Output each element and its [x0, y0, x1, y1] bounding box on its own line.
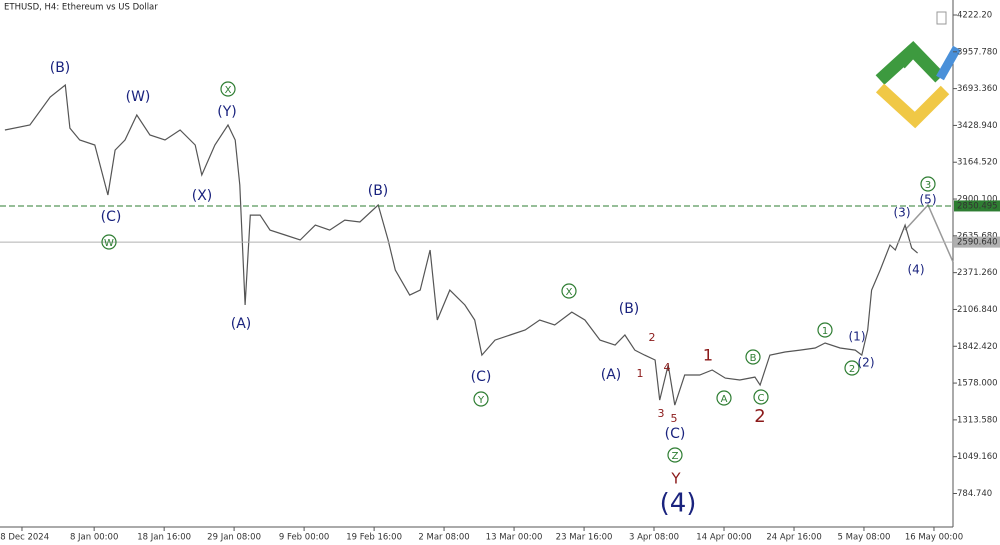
wave-label: Y [477, 395, 485, 406]
wave-label: 2 [649, 331, 656, 344]
wave-circle [753, 389, 769, 405]
y-tick-label: 3957.780 [957, 47, 998, 57]
wave-label: (B) [368, 183, 389, 199]
y-tick-label: 1313.580 [957, 415, 998, 425]
x-tick-label: 24 Apr 16:00 [766, 533, 821, 543]
y-tick-label: 784.740 [957, 489, 992, 499]
y-tick-label: 2106.840 [957, 305, 998, 315]
wave-label: Z [672, 451, 679, 462]
wave-label: (X) [192, 188, 213, 204]
wave-circle [844, 360, 860, 376]
wave-label: 2 [849, 364, 855, 375]
x-tick-label: 29 Jan 08:00 [207, 533, 261, 543]
wave-label: 1 [822, 326, 828, 337]
wave-label: 3 [658, 407, 665, 420]
x-tick-label: 8 Jan 00:00 [70, 533, 118, 543]
x-tick-label: 18 Jan 16:00 [137, 533, 191, 543]
y-tick-label: 2371.260 [957, 268, 998, 278]
wave-circle [473, 391, 489, 407]
price-line [4, 83, 918, 406]
x-tick-label: 3 Apr 08:00 [629, 533, 679, 543]
x-tick-label: 28 Dec 2024 [0, 533, 49, 543]
wave-label: C [758, 393, 765, 404]
price-tag-box [954, 236, 1000, 248]
wave-label: B [750, 353, 757, 364]
wave-label: 1 [637, 367, 644, 380]
wave-circle [716, 390, 732, 406]
wave-label: (1) [849, 330, 866, 344]
forecast-line [904, 203, 954, 263]
wave-circle [101, 234, 117, 250]
wave-circle [745, 349, 761, 365]
wave-label: (B) [50, 60, 71, 76]
x-tick-label: 14 Apr 00:00 [696, 533, 751, 543]
logo [875, 40, 961, 129]
wave-label: (A) [231, 316, 252, 332]
scroll-icon[interactable] [936, 11, 947, 25]
x-tick-label: 9 Feb 00:00 [279, 533, 329, 543]
y-tick-label: 3693.360 [957, 84, 998, 94]
chart-title: ETHUSD, H4: Ethereum vs US Dollar [4, 3, 158, 13]
wave-label: (C) [471, 369, 492, 385]
price-tag-box [954, 200, 1000, 212]
wave-label: (5) [920, 193, 937, 207]
y-tick-label: 3428.940 [957, 121, 998, 131]
y-tick-label: 3164.520 [957, 158, 998, 168]
wave-circle [561, 283, 577, 299]
wave-circle [920, 176, 936, 192]
wave-circle [667, 447, 683, 463]
wave-label: W [104, 238, 114, 249]
y-tick-label: 4222.20 [957, 11, 992, 21]
y-tick-label: 1578.000 [957, 379, 998, 389]
wave-label: Y [670, 470, 681, 488]
wave-label: (4) [660, 489, 697, 519]
wave-label: (3) [894, 206, 911, 220]
wave-circle [220, 81, 236, 97]
wave-label: 3 [925, 180, 931, 191]
wave-label: 4 [664, 361, 671, 374]
x-tick-label: 2 Mar 08:00 [418, 533, 469, 543]
wave-label: (C) [101, 209, 122, 225]
x-tick-label: 13 Mar 00:00 [486, 533, 543, 543]
y-tick-label: 1049.160 [957, 452, 998, 462]
wave-label: (Y) [217, 104, 236, 120]
wave-label: (2) [858, 356, 875, 370]
wave-label: (A) [601, 367, 622, 383]
x-tick-label: 23 Mar 16:00 [556, 533, 613, 543]
wave-label: X [566, 287, 573, 298]
wave-circle [817, 322, 833, 338]
y-tick-label: 1842.420 [957, 342, 998, 352]
wave-label: (C) [665, 426, 686, 442]
y-tick-label: 2900.100 [957, 195, 998, 205]
wave-label: (B) [619, 301, 640, 317]
wave-label: (4) [908, 263, 925, 277]
wave-label: (W) [126, 89, 151, 105]
price-tag: 2850.495 [957, 201, 998, 211]
wave-label: 5 [671, 412, 678, 425]
wave-label: X [225, 85, 232, 96]
x-tick-label: 5 May 08:00 [838, 533, 891, 543]
y-tick-label: 2635.680 [957, 231, 998, 241]
wave-label: 1 [703, 346, 713, 365]
wave-label: 2 [754, 406, 765, 427]
wave-label: A [721, 394, 728, 405]
x-tick-label: 19 Feb 16:00 [346, 533, 402, 543]
price-tag: 2590.640 [957, 238, 998, 248]
x-tick-label: 16 May 00:00 [905, 533, 963, 543]
